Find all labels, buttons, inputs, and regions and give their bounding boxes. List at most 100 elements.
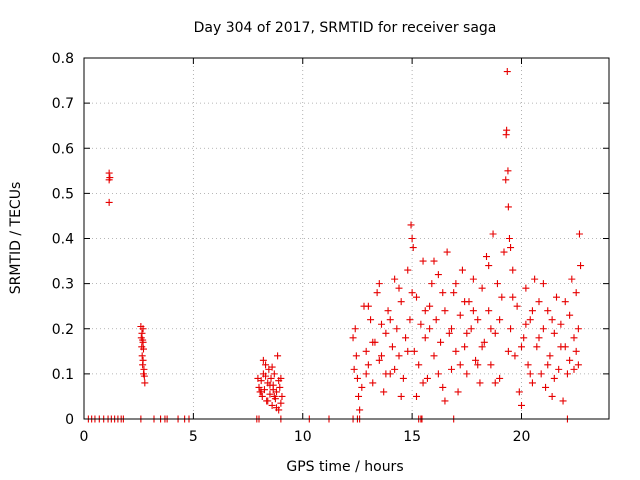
- data-point: [566, 311, 574, 319]
- data-point: [498, 293, 506, 301]
- data-point: [364, 302, 372, 310]
- y-tick-label: 0.2: [52, 322, 74, 338]
- data-point: [563, 370, 571, 378]
- data-point: [505, 235, 513, 242]
- data-point: [537, 370, 545, 378]
- data-point: [375, 356, 383, 364]
- data-point: [458, 266, 466, 274]
- data-point: [489, 230, 497, 238]
- x-tick-label: 10: [294, 429, 312, 445]
- data-point: [386, 316, 394, 324]
- data-point: [384, 307, 392, 315]
- data-point: [258, 392, 266, 400]
- data-point: [561, 298, 569, 306]
- data-point: [485, 262, 493, 270]
- data-point: [262, 361, 270, 369]
- data-point: [503, 126, 511, 134]
- data-point: [570, 365, 578, 373]
- data-point: [421, 334, 429, 342]
- data-point: [270, 370, 278, 378]
- data-point: [351, 325, 359, 333]
- y-tick-label: 0.8: [52, 51, 74, 67]
- data-point: [350, 365, 358, 373]
- data-point: [526, 316, 534, 324]
- data-point: [139, 325, 147, 333]
- data-point: [487, 325, 495, 333]
- data-point: [373, 289, 381, 297]
- x-axis-label: GPS time / hours: [286, 459, 403, 475]
- data-point: [352, 352, 360, 360]
- x-tick-label: 0: [80, 429, 89, 445]
- data-point: [382, 329, 390, 337]
- data-point: [461, 343, 469, 351]
- data-point: [274, 352, 282, 360]
- data-point: [467, 325, 475, 333]
- data-point: [441, 397, 449, 405]
- x-tick-label: 5: [189, 429, 198, 445]
- y-tick-label: 0.1: [52, 367, 74, 383]
- data-point: [399, 374, 407, 382]
- y-tick-label: 0.4: [52, 232, 74, 248]
- data-point: [474, 361, 482, 369]
- data-point: [364, 361, 372, 369]
- data-points: [84, 68, 585, 423]
- data-point: [419, 257, 427, 265]
- data-point: [526, 370, 534, 378]
- data-point: [542, 383, 550, 391]
- data-point: [413, 392, 420, 400]
- data-point: [520, 334, 528, 342]
- data-point: [504, 203, 512, 211]
- data-point: [434, 271, 442, 279]
- data-point: [539, 280, 547, 288]
- data-point: [266, 381, 274, 389]
- data-point: [262, 372, 270, 380]
- data-point: [555, 365, 563, 373]
- data-point: [269, 386, 277, 394]
- data-point: [421, 307, 429, 315]
- data-point: [369, 338, 377, 346]
- data-point: [397, 298, 405, 306]
- data-point: [402, 334, 410, 342]
- data-point: [358, 383, 366, 391]
- data-point: [139, 361, 147, 369]
- data-point: [378, 320, 385, 328]
- data-point: [349, 334, 357, 342]
- data-point: [417, 320, 425, 328]
- data-point: [507, 244, 515, 252]
- data-point: [275, 377, 283, 385]
- data-point: [559, 397, 567, 405]
- data-point: [378, 352, 385, 360]
- data-point: [388, 343, 396, 351]
- data-point: [259, 356, 267, 364]
- data-point: [448, 365, 455, 373]
- data-point: [548, 316, 556, 324]
- data-point: [267, 374, 275, 382]
- data-point: [270, 392, 278, 400]
- data-point: [515, 388, 523, 396]
- y-tick-label: 0.7: [52, 96, 74, 112]
- data-point: [276, 383, 284, 391]
- data-point: [356, 406, 364, 414]
- data-point: [548, 392, 556, 400]
- data-point: [518, 343, 525, 351]
- y-tick-label: 0: [65, 412, 74, 428]
- data-point: [410, 347, 418, 355]
- data-point: [452, 347, 460, 355]
- data-point: [478, 343, 486, 351]
- data-point: [522, 320, 530, 328]
- data-point: [445, 329, 453, 337]
- data-point: [426, 302, 434, 310]
- data-point: [544, 361, 552, 369]
- data-point: [434, 370, 442, 378]
- data-point: [478, 284, 486, 292]
- data-point: [577, 262, 585, 270]
- data-point: [491, 379, 499, 387]
- data-point: [456, 361, 464, 369]
- data-point: [487, 361, 495, 369]
- data-point: [432, 316, 440, 324]
- data-point: [408, 289, 416, 297]
- data-point: [476, 379, 484, 387]
- data-point: [469, 307, 477, 315]
- data-point: [496, 374, 504, 382]
- data-point: [463, 329, 471, 337]
